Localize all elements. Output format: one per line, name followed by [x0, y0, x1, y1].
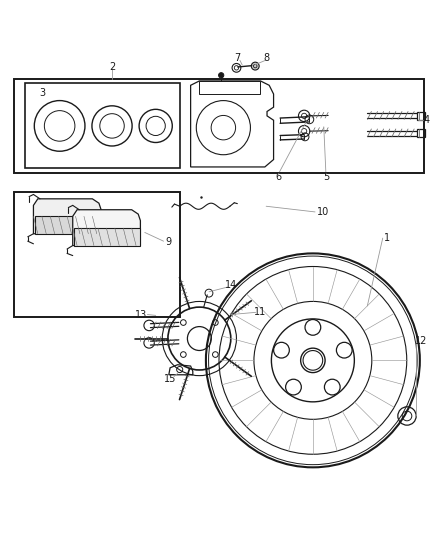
Text: 7: 7	[235, 53, 241, 63]
Text: 12: 12	[415, 336, 427, 346]
Text: 8: 8	[264, 53, 270, 63]
Polygon shape	[73, 210, 141, 246]
Text: 3: 3	[39, 88, 45, 98]
Bar	[14, 192, 180, 317]
Text: 6: 6	[275, 172, 281, 182]
Polygon shape	[33, 199, 101, 234]
Text: 11: 11	[254, 308, 267, 317]
Text: 5: 5	[323, 172, 329, 182]
Polygon shape	[35, 216, 100, 234]
Text: 15: 15	[164, 374, 176, 384]
Text: 2: 2	[109, 61, 115, 71]
Bar	[14, 79, 424, 173]
Text: 13: 13	[135, 310, 148, 320]
Bar	[199, 81, 261, 94]
Text: 4: 4	[424, 115, 429, 125]
Bar	[25, 83, 180, 168]
Polygon shape	[74, 228, 140, 246]
Circle shape	[251, 62, 259, 70]
Text: 14: 14	[225, 280, 237, 290]
Text: 10: 10	[317, 207, 329, 217]
Text: 9: 9	[166, 237, 172, 247]
Circle shape	[219, 72, 224, 78]
Bar	[417, 130, 425, 138]
Text: 1: 1	[384, 233, 390, 243]
Bar	[417, 112, 425, 120]
